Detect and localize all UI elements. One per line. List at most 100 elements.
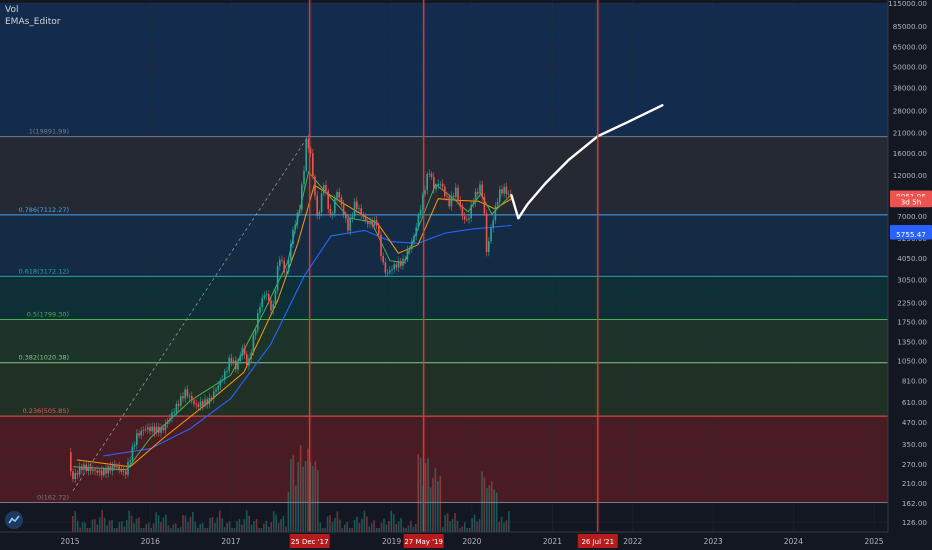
tradingview-logo-icon[interactable] [5, 511, 23, 529]
candle-body [85, 464, 87, 471]
candle-body [279, 259, 281, 266]
volume-bar [209, 518, 211, 532]
candle-body [402, 258, 404, 266]
candle-body [441, 183, 444, 187]
volume-bar [243, 519, 246, 532]
candle-body [111, 464, 114, 471]
candle-body [494, 205, 497, 221]
candle-body [345, 214, 347, 219]
volume-bar [94, 519, 96, 532]
volume-bar [165, 514, 167, 532]
candle-body [318, 212, 321, 216]
volume-bar [108, 520, 111, 532]
candle-body [263, 295, 266, 299]
candle-body [158, 426, 160, 433]
candle-body [268, 294, 270, 301]
time-axis-label: 2019 [382, 537, 401, 546]
candle-body [404, 258, 406, 260]
legend-volume[interactable]: Vol [5, 5, 19, 15]
candle-body [254, 330, 257, 336]
candle-body [292, 229, 294, 245]
candle-body [243, 347, 246, 355]
candle-body [342, 204, 345, 215]
legend-emas[interactable]: EMAs_Editor [5, 17, 61, 27]
candle-body [389, 270, 391, 273]
volume-bar [304, 461, 307, 532]
volume-bar [478, 519, 481, 532]
volume-bar [483, 477, 486, 532]
candle-body [294, 224, 296, 230]
volume-bar [81, 522, 84, 532]
candle-body [320, 193, 323, 213]
candle-body [411, 242, 413, 250]
volume-bar [341, 528, 344, 532]
fib-level-label: 0.618(3172.12) [18, 267, 69, 275]
candle-body [430, 173, 433, 177]
volume-bar [226, 522, 228, 532]
volume-bar [481, 471, 483, 532]
volume-bar [101, 510, 103, 532]
candle-body [384, 262, 387, 273]
candle-body [186, 389, 189, 397]
time-axis-label: 2025 [864, 537, 883, 546]
volume-bar [155, 512, 157, 532]
candle-body [103, 469, 105, 476]
volume-bar [356, 516, 358, 532]
volume-bar [106, 525, 108, 532]
volume-bar [125, 520, 128, 532]
volume-bar [204, 528, 206, 532]
candle-body [109, 466, 112, 471]
candle-body [100, 470, 103, 476]
fib-level-label: 1(19891.99) [29, 128, 69, 136]
candle-body [92, 469, 94, 472]
candles [70, 134, 512, 483]
price-axis: 115000.00 85000.00 65000.00 50000.00 38000.0… [887, 0, 932, 550]
volume-bar [446, 513, 449, 532]
price-axis-label: 3050.00 [897, 275, 927, 284]
candle-body [122, 471, 125, 473]
candle-body [98, 470, 101, 473]
volume-bar [508, 510, 510, 532]
candle-body [259, 306, 261, 314]
volume-bar [366, 516, 368, 532]
fib-zones [0, 3, 888, 503]
price-axis-label: 16000.00 [893, 149, 928, 158]
volume-bar [459, 528, 461, 532]
candle-body [125, 471, 127, 475]
time-axis-marker-label: 26 Jul '21 [581, 538, 614, 546]
fib-levels: 1(19891.99) 0.786(7112.27) 0.618(3172.12) 0… [0, 128, 888, 504]
candle-body [358, 208, 360, 209]
candle-body [419, 209, 422, 215]
volume-bar [290, 459, 292, 532]
candle-body [155, 426, 158, 433]
candle-body [397, 261, 400, 268]
candle-body [503, 186, 505, 194]
candle-body [426, 173, 428, 191]
volume-bar [503, 522, 505, 532]
volume-bar [417, 454, 420, 532]
candle-body [472, 202, 475, 205]
volume-bar [329, 515, 331, 532]
price-axis-label: 28000.00 [893, 107, 928, 116]
price-axis-label: 38000.00 [893, 83, 928, 92]
volume-bar [258, 528, 260, 532]
candle-body [206, 399, 208, 405]
candle-body [301, 184, 303, 210]
volume-bar [184, 515, 187, 532]
candle-body [184, 389, 186, 399]
volume-bar [140, 528, 143, 532]
candle-body [188, 395, 191, 397]
time-axis-marker [403, 534, 444, 548]
candle-body [118, 466, 120, 469]
volume-bar [91, 519, 94, 532]
volume-bar [326, 516, 329, 532]
candle-body [380, 234, 382, 257]
candle-body [246, 354, 248, 366]
volume-bar [265, 520, 268, 532]
volume-bar [432, 477, 434, 532]
volume-bar [407, 525, 410, 532]
candle-body [378, 225, 380, 235]
candle-body [160, 427, 162, 433]
volume-bar [187, 522, 189, 532]
